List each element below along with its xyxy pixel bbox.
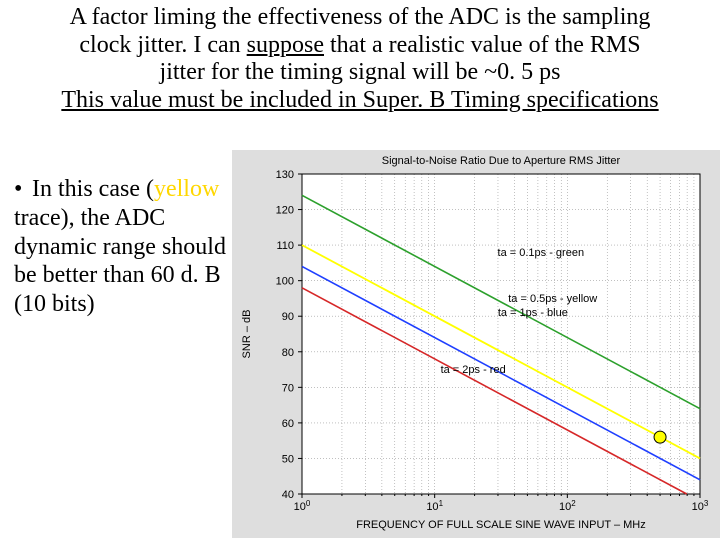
- series-annotation: ta = 2ps - red: [441, 364, 506, 376]
- title-line2-underline: suppose: [247, 32, 324, 58]
- svg-text:50: 50: [282, 453, 294, 465]
- svg-text:60: 60: [282, 418, 294, 430]
- x-axis-label: FREQUENCY OF FULL SCALE SINE WAVE INPUT …: [356, 519, 646, 531]
- chart-container: 40 50 60 70 80 90 100 110 120 130 100 101 102 103 ta =…: [232, 150, 720, 538]
- series-annotation: ta = 1ps - blue: [498, 307, 568, 319]
- highlight-marker: [654, 431, 666, 443]
- svg-text:40: 40: [282, 489, 294, 501]
- title-line3: jitter for the timing signal will be ~0.…: [160, 59, 561, 85]
- svg-text:90: 90: [282, 311, 294, 323]
- svg-text:110: 110: [276, 240, 294, 252]
- bullet-post: trace), the ADC dynamic range should be …: [14, 205, 226, 317]
- series-annotation: ta = 0.5ps - yellow: [508, 293, 597, 305]
- svg-text:101: 101: [426, 499, 443, 514]
- svg-text:100: 100: [294, 499, 311, 514]
- svg-text:100: 100: [276, 276, 294, 288]
- bullet-pre: In this case (: [32, 176, 154, 202]
- title-block: A factor liming the effectiveness of the…: [8, 4, 712, 114]
- bullet-block: •In this case (yellow trace), the ADC dy…: [14, 175, 229, 319]
- svg-text:80: 80: [282, 347, 294, 359]
- title-line2a: clock jitter. I can: [79, 32, 246, 58]
- svg-text:103: 103: [692, 499, 709, 514]
- svg-text:70: 70: [282, 382, 294, 394]
- series-annotation: ta = 0.1ps - green: [498, 247, 585, 259]
- svg-text:102: 102: [559, 499, 576, 514]
- title-line4: This value must be included in Super. B …: [61, 87, 658, 113]
- svg-text:120: 120: [276, 205, 294, 217]
- title-line2b: that a realistic value of the RMS: [324, 32, 641, 58]
- bullet-yellow: yellow: [154, 176, 219, 202]
- y-axis-label: SNR – dB: [241, 310, 253, 359]
- bullet-marker: •: [14, 175, 32, 204]
- title-line1: A factor liming the effectiveness of the…: [70, 4, 651, 30]
- chart-title: Signal-to-Noise Ratio Due to Aperture RM…: [382, 155, 621, 167]
- svg-text:130: 130: [276, 169, 294, 181]
- slide-root: A factor liming the effectiveness of the…: [0, 0, 720, 540]
- snr-chart: 40 50 60 70 80 90 100 110 120 130 100 101 102 103 ta =…: [232, 150, 720, 538]
